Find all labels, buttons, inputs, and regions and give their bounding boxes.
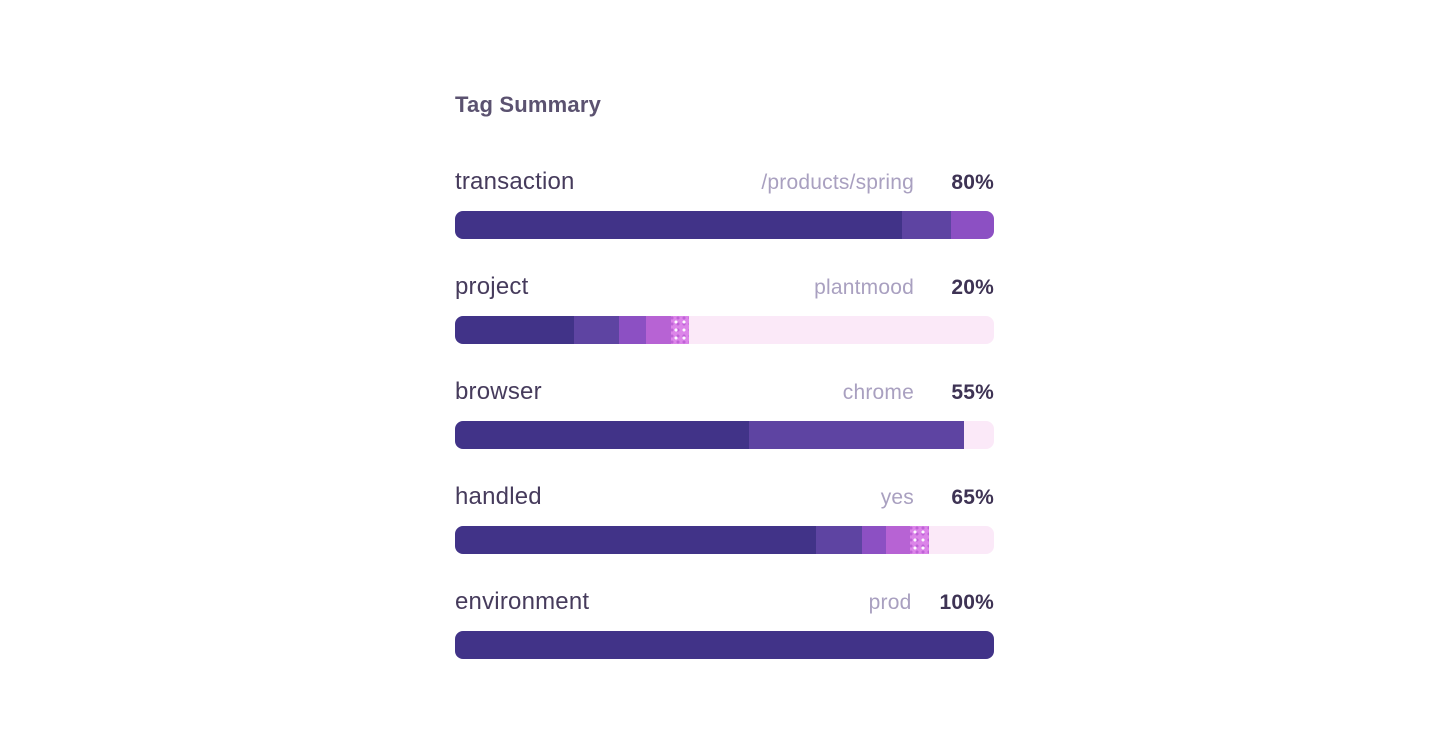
tag-top-value: /products/spring: [761, 171, 914, 194]
bar-segment-second: [573, 316, 620, 344]
bar-segment-third: [861, 526, 887, 554]
tag-top-value: plantmood: [814, 276, 914, 299]
bar-segment-third: [619, 316, 647, 344]
tag-row: browser chrome 55%: [455, 378, 994, 449]
tag-row: handled yes 65%: [455, 483, 994, 554]
panel-title: Tag Summary: [455, 92, 602, 117]
bar-segment-top: [455, 421, 749, 449]
tag-top-value: prod: [868, 591, 912, 614]
bar-segment-top: [455, 631, 994, 659]
tag-label: handled: [455, 483, 542, 510]
tag-summary-panel: Tag Summary transaction /products/spring…: [455, 92, 994, 693]
tag-label: browser: [455, 378, 542, 405]
bar-segment-top: [455, 316, 574, 344]
bar-segment-textured: [670, 316, 690, 344]
tag-top-percent: 55%: [951, 381, 994, 404]
tag-row-header: transaction /products/spring 80%: [455, 168, 994, 196]
tag-row-header: handled yes 65%: [455, 483, 994, 511]
tag-row-header: browser chrome 55%: [455, 378, 994, 406]
tag-top-value: chrome: [842, 381, 914, 404]
bar-segment-textured: [910, 526, 930, 554]
tag-top-percent: 100%: [939, 591, 994, 614]
tag-top-percent: 65%: [951, 486, 994, 509]
tag-distribution-bar: [455, 211, 994, 239]
tag-top-percent: 80%: [951, 171, 994, 194]
tag-row: environment prod 100%: [455, 588, 994, 659]
tag-distribution-bar: [455, 526, 994, 554]
tag-label: environment: [455, 588, 590, 615]
tag-row: project plantmood 20%: [455, 273, 994, 344]
tag-distribution-bar: [455, 421, 994, 449]
tag-top-value: yes: [880, 486, 914, 509]
bar-segment-third: [950, 211, 994, 239]
bar-segment-second: [902, 211, 951, 239]
bar-segment-top: [455, 211, 903, 239]
tag-row-header: environment prod 100%: [455, 588, 994, 616]
tag-distribution-bar: [455, 316, 994, 344]
bar-segment-rest: [689, 316, 994, 344]
tag-label: project: [455, 273, 529, 300]
tag-top-percent: 20%: [951, 276, 994, 299]
bar-segment-fourth: [886, 526, 911, 554]
tag-row: transaction /products/spring 80%: [455, 168, 994, 239]
bar-segment-rest: [929, 526, 994, 554]
bar-segment-second: [816, 526, 862, 554]
bar-segment-second: [748, 421, 965, 449]
bar-segment-rest: [964, 421, 994, 449]
tag-summary-list: transaction /products/spring 80% project…: [455, 168, 994, 659]
tag-label: transaction: [455, 168, 575, 195]
bar-segment-top: [455, 526, 817, 554]
tag-row-header: project plantmood 20%: [455, 273, 994, 301]
tag-distribution-bar: [455, 631, 994, 659]
bar-segment-fourth: [646, 316, 671, 344]
